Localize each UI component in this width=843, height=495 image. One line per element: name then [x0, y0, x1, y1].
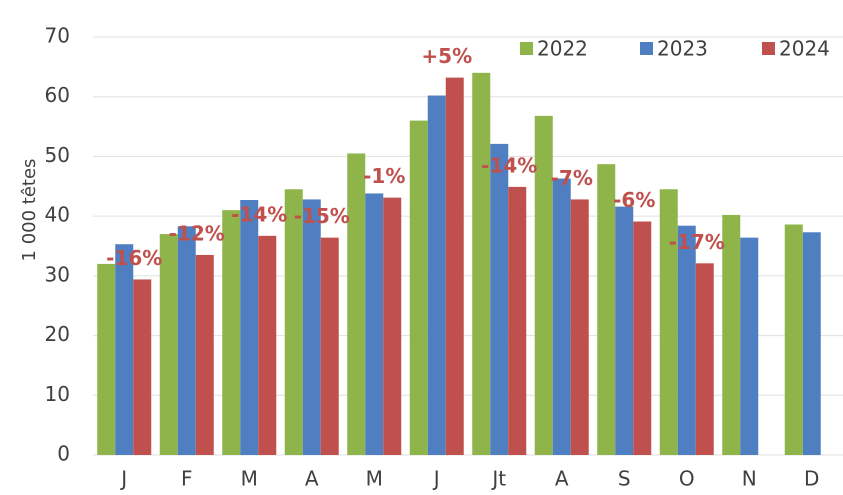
bar	[159, 234, 178, 455]
legend-swatch	[520, 42, 533, 55]
bar	[615, 206, 634, 455]
legend-label: 2023	[657, 37, 708, 61]
bar	[695, 263, 714, 455]
x-tick-label: F	[181, 467, 193, 491]
y-tick-label: 0	[57, 442, 70, 466]
legend-swatch	[640, 42, 653, 55]
bar	[302, 199, 321, 455]
bar	[365, 193, 384, 456]
annotation: -12%	[169, 221, 225, 245]
bar	[177, 226, 196, 455]
legend-label: 2024	[779, 37, 830, 61]
bar	[284, 189, 303, 455]
bar	[383, 197, 402, 456]
y-tick-label: 60	[45, 83, 70, 107]
bar	[240, 200, 259, 455]
y-tick-label: 20	[45, 322, 70, 346]
bar	[677, 225, 696, 455]
bar	[472, 72, 491, 455]
x-tick-label: Jt	[490, 467, 506, 491]
annotation: -6%	[613, 188, 655, 212]
bar	[320, 237, 339, 455]
legend-label: 2022	[537, 37, 588, 61]
bar	[802, 232, 821, 455]
bar	[570, 199, 589, 455]
bar	[659, 189, 678, 455]
y-tick-label: 40	[45, 203, 70, 227]
bar	[722, 214, 741, 455]
bar	[784, 224, 803, 455]
bar	[490, 143, 509, 456]
bar	[195, 254, 214, 455]
annotation: -16%	[106, 246, 162, 270]
annotation: -7%	[551, 166, 593, 190]
x-tick-label: D	[804, 467, 819, 491]
x-tick-label: J	[119, 467, 127, 491]
y-tick-label: 10	[45, 382, 70, 406]
annotation: -14%	[481, 153, 537, 177]
x-tick-label: J	[432, 467, 440, 491]
y-tick-label: 30	[45, 262, 70, 286]
y-tick-label: 50	[45, 143, 70, 167]
x-tick-label: A	[305, 467, 319, 491]
x-tick-label: M	[366, 467, 383, 491]
x-tick-label: O	[679, 467, 695, 491]
bar	[347, 153, 366, 455]
bar	[445, 77, 464, 455]
bar	[740, 237, 759, 455]
annotation: -14%	[231, 202, 287, 226]
annotation: -1%	[363, 164, 405, 188]
bar	[552, 178, 571, 455]
bar	[133, 279, 152, 455]
y-tick-label: 70	[45, 24, 70, 48]
bar	[222, 210, 241, 455]
legend-swatch	[762, 42, 775, 55]
bar	[633, 221, 652, 455]
bar	[97, 263, 116, 455]
x-tick-label: N	[742, 467, 757, 491]
bar	[409, 120, 428, 455]
bar	[534, 115, 553, 455]
bar	[258, 235, 277, 455]
y-axis-label: 1 000 têtes	[19, 159, 40, 262]
bar	[508, 186, 527, 455]
x-tick-label: A	[555, 467, 569, 491]
bar	[597, 164, 616, 456]
annotation: -17%	[669, 230, 725, 254]
x-tick-label: S	[618, 467, 631, 491]
bar	[427, 95, 446, 456]
annotation: -15%	[294, 204, 350, 228]
annotation: +5%	[421, 44, 472, 68]
bar	[115, 244, 134, 455]
x-tick-label: M	[241, 467, 258, 491]
